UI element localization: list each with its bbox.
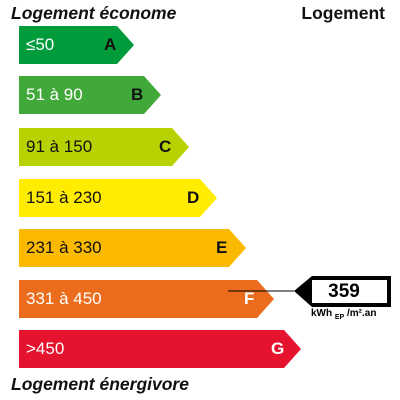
consumption-value: 359 (328, 281, 360, 302)
housing-label: Logement (301, 3, 385, 23)
indicator-value-box (312, 280, 387, 303)
consumption-unit: kWh EP /m².an (311, 308, 377, 321)
class-letter-b: B (131, 85, 144, 104)
energy-intensive-housing-label: Logement énergivore (11, 374, 189, 394)
class-bar-shape-d (19, 179, 217, 217)
class-bar-shape-g (19, 330, 301, 368)
class-letter-f: F (244, 289, 255, 308)
class-bar-shape-c (19, 128, 189, 166)
class-letter-e: E (216, 238, 228, 257)
class-bar-shape-b (19, 76, 161, 114)
class-range-d: 151 à 230 (26, 188, 102, 207)
class-bar-shape-a (19, 26, 134, 64)
class-range-g: >450 (26, 339, 65, 358)
class-range-f: 331 à 450 (26, 289, 102, 308)
economical-housing-label: Logement économe (11, 3, 177, 23)
class-letter-a: A (104, 35, 117, 54)
class-range-a: ≤50 (26, 35, 55, 54)
class-letter-d: D (187, 188, 200, 207)
class-letter-c: C (159, 137, 172, 156)
class-bar-shape-f (19, 280, 274, 318)
class-range-c: 91 à 150 (26, 137, 93, 156)
class-letter-g: G (271, 339, 285, 358)
class-range-b: 51 à 90 (26, 85, 83, 104)
class-bar-shape-e (19, 229, 246, 267)
class-range-e: 231 à 330 (26, 238, 102, 257)
